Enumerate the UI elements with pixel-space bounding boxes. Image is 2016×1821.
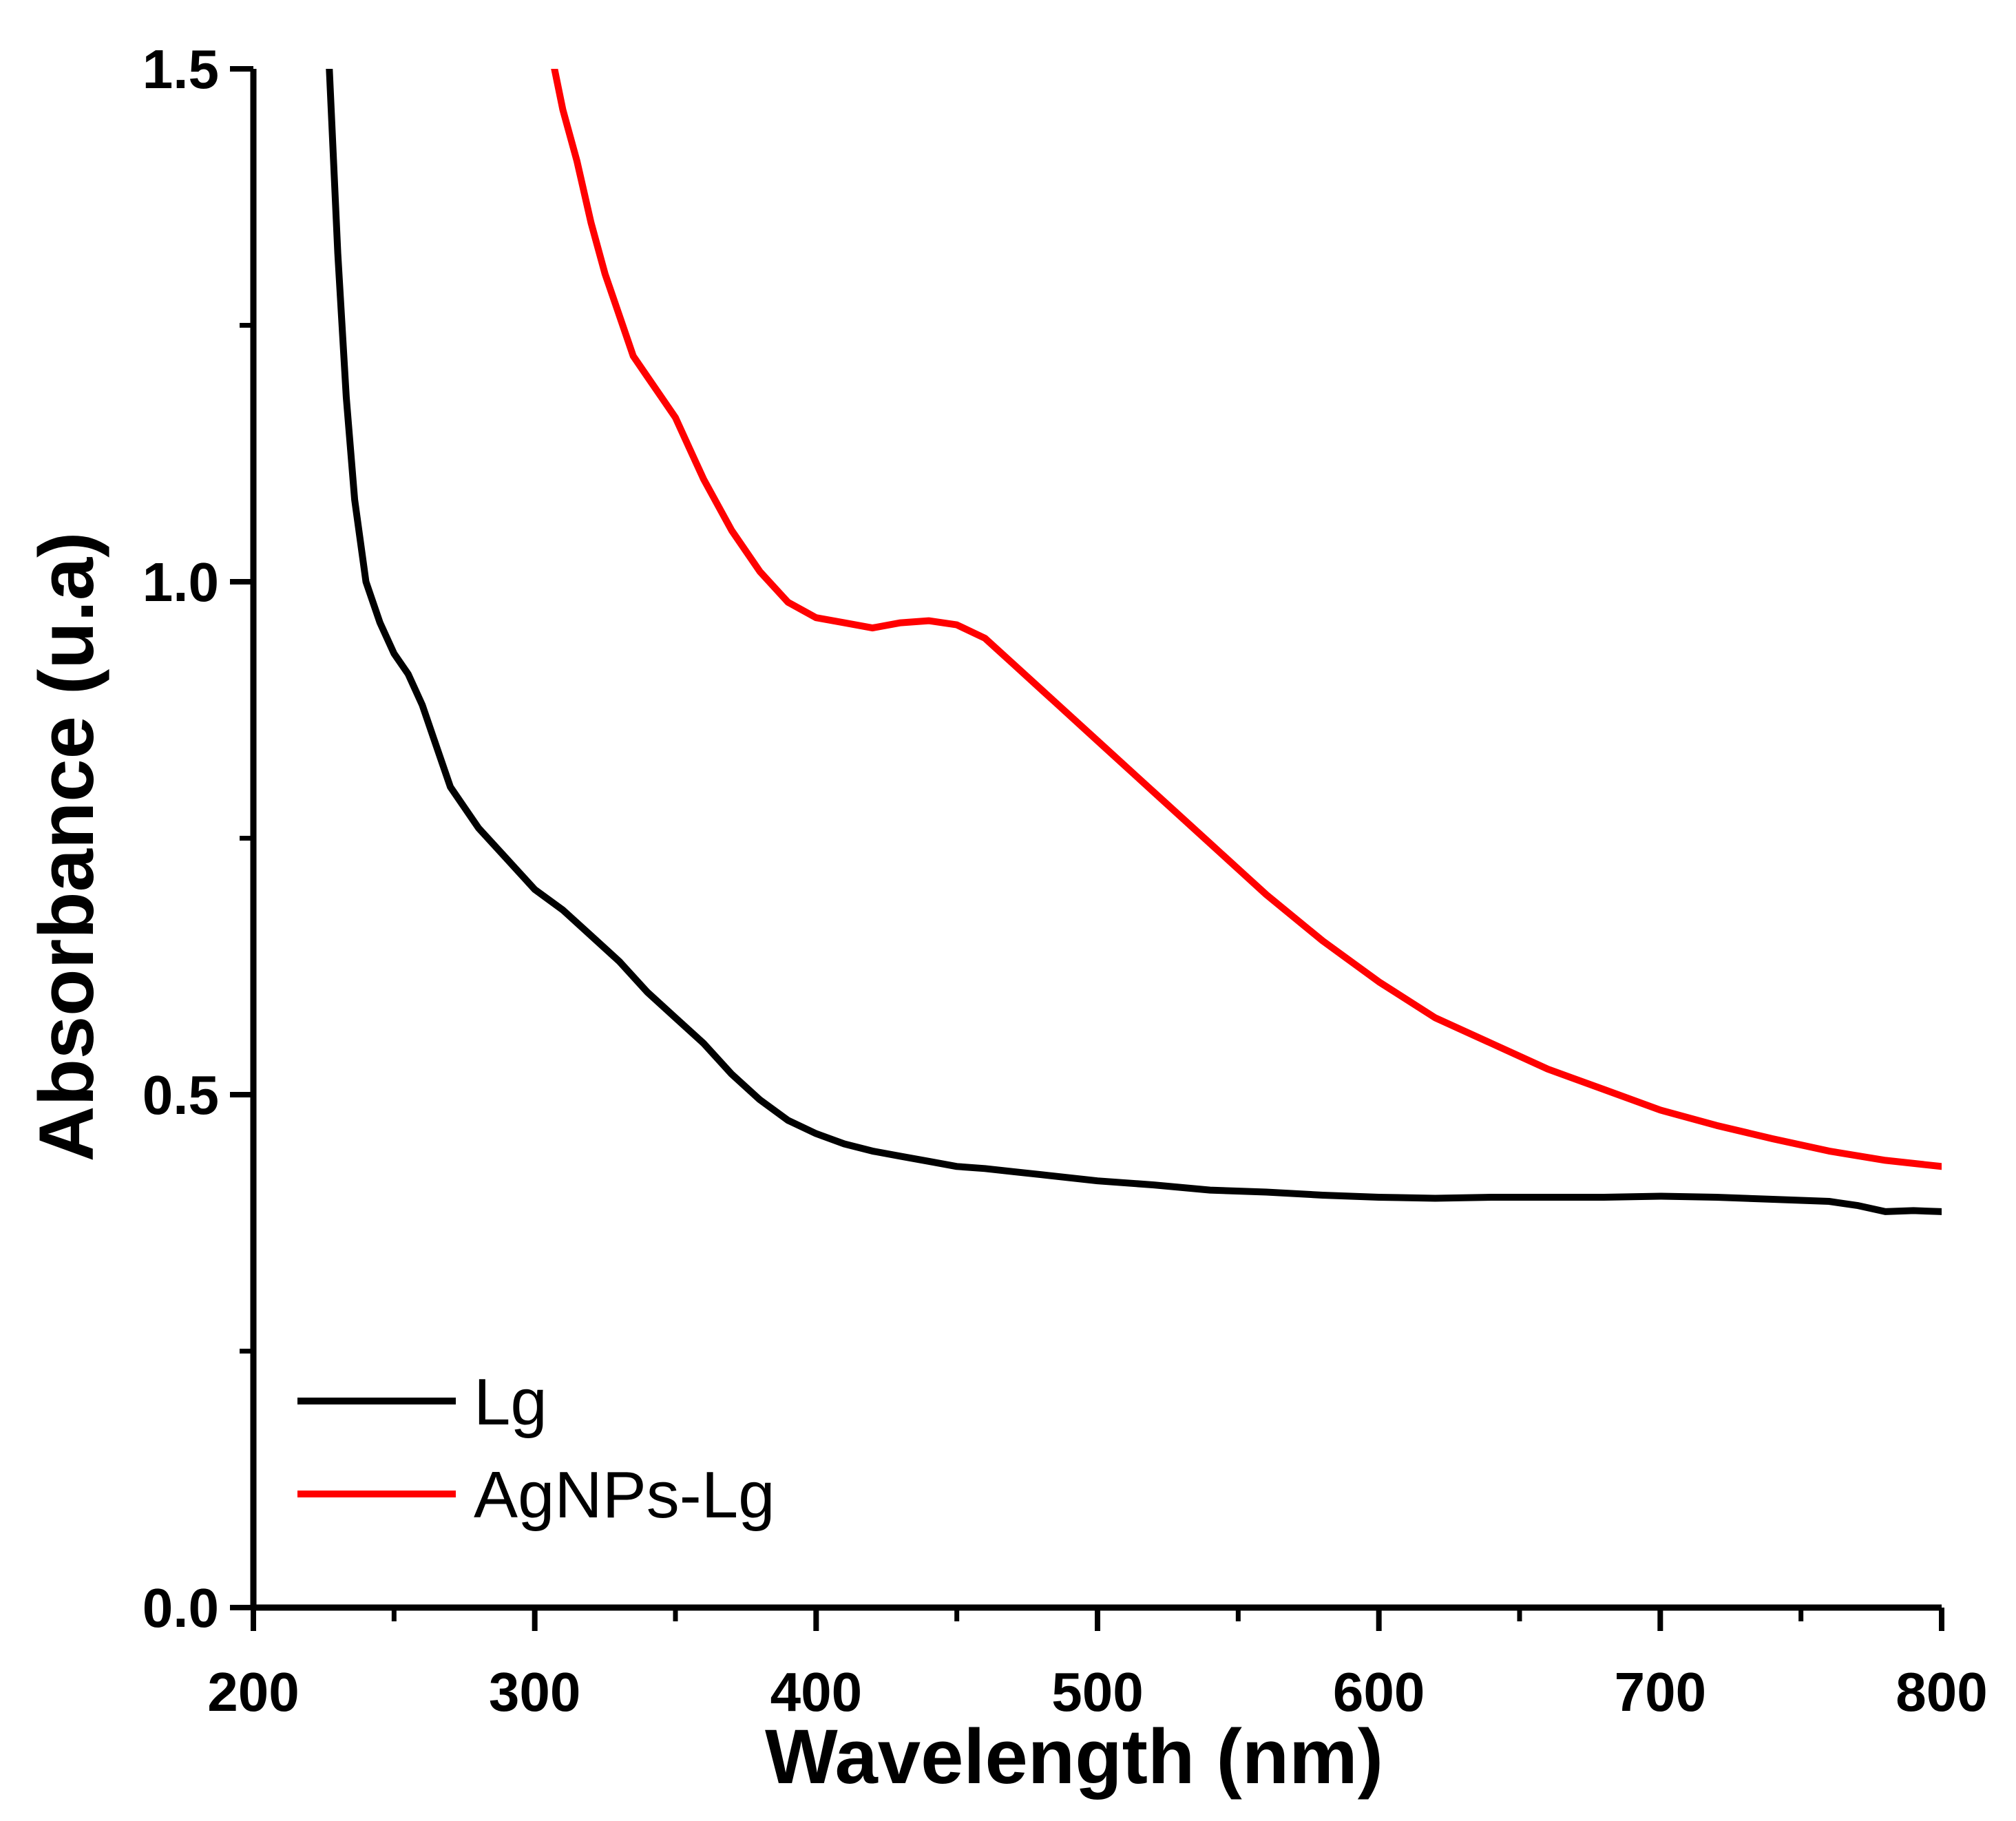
y-axis-title: Absorbance (u.a) bbox=[23, 532, 109, 1162]
series-line-agnps-lg bbox=[551, 69, 1942, 1170]
legend: Lg AgNPs-Lg bbox=[297, 1365, 775, 1532]
ticks bbox=[230, 66, 1944, 1631]
y-tick-label: 1.5 bbox=[143, 39, 219, 100]
x-tick-label: 200 bbox=[207, 1661, 299, 1723]
x-axis-title: Wavelength (nm) bbox=[765, 1714, 1383, 1800]
legend-label: AgNPs-Lg bbox=[474, 1458, 775, 1532]
x-tick-label: 700 bbox=[1615, 1661, 1706, 1723]
tick-labels: 200 300 400 500 600 700 800 0.0 0.5 1.0 1.5 bbox=[143, 39, 1988, 1723]
x-tick-label: 800 bbox=[1896, 1661, 1987, 1723]
x-tick-label: 300 bbox=[489, 1661, 580, 1723]
legend-label: Lg bbox=[474, 1365, 547, 1439]
y-tick-label: 1.0 bbox=[143, 551, 219, 613]
x-tick-label: 600 bbox=[1333, 1661, 1425, 1723]
y-tick-label: 0.5 bbox=[143, 1064, 219, 1126]
series-line-lg bbox=[326, 69, 1942, 1215]
y-tick-label: 0.0 bbox=[143, 1577, 219, 1639]
x-tick-label: 500 bbox=[1051, 1661, 1143, 1723]
plot-lines bbox=[326, 69, 1942, 1215]
x-tick-label: 400 bbox=[770, 1661, 862, 1723]
